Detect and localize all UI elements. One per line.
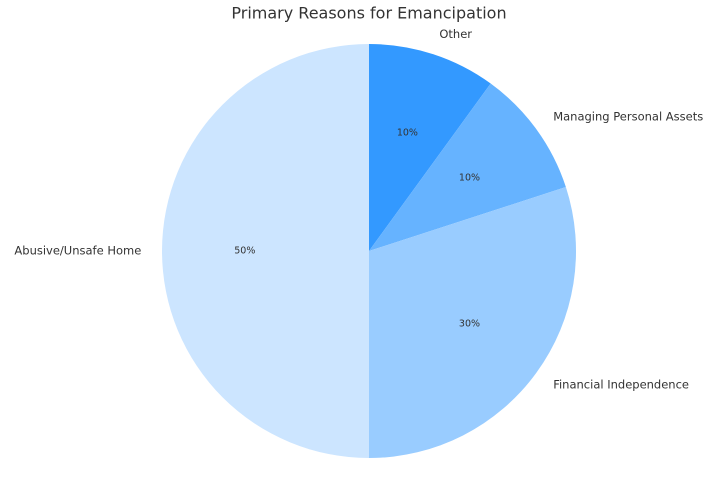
- slice-label: Financial Independence: [553, 377, 689, 391]
- pie-slice: [369, 44, 491, 251]
- value-label: 50%: [234, 246, 255, 257]
- pie-slice: [162, 44, 369, 458]
- chart-title: Primary Reasons for Emancipation: [231, 4, 506, 23]
- value-label: 10%: [397, 127, 418, 138]
- value-label: 30%: [459, 319, 480, 330]
- value-label: 10%: [459, 172, 480, 183]
- slice-label: Abusive/Unsafe Home: [14, 244, 141, 258]
- pie-slice: [369, 187, 577, 458]
- pie-slice: [369, 83, 566, 252]
- slice-label: Managing Personal Assets: [553, 110, 703, 124]
- slice-label: Other: [439, 27, 472, 41]
